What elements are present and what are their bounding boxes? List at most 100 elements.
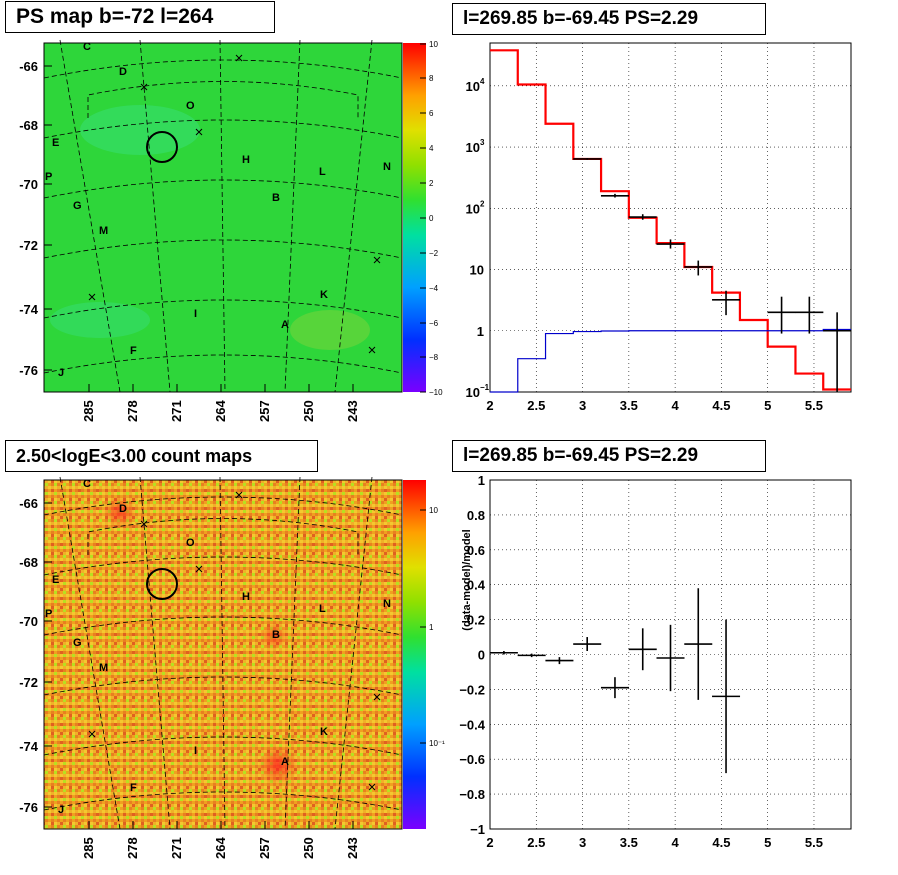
grid-longitude-line	[334, 476, 373, 830]
source-label: I	[194, 308, 197, 320]
model-component-line	[490, 328, 851, 393]
data-point	[795, 296, 824, 334]
x-tick-label: 250	[301, 400, 316, 422]
source-label: B	[272, 192, 280, 204]
x-tick-label: 5.5	[805, 398, 823, 413]
target-circle	[146, 131, 178, 163]
source-label: E	[52, 574, 59, 586]
ps-map-title: PS map b=-72 l=264	[5, 1, 275, 33]
y-tick-label: −0.6	[459, 752, 485, 767]
y-tick-label: 10	[470, 263, 484, 278]
count-hotspot	[260, 622, 288, 650]
source-label: G	[73, 637, 82, 649]
count-map-title: 2.50<logE<3.00 count maps	[5, 440, 318, 472]
ps-map-blob	[290, 310, 370, 350]
y-tick-label: 1	[477, 324, 484, 339]
count-map-source-labels: C D O E H L N P B G M K I A F J	[45, 478, 391, 816]
y-tick-label: -70	[19, 177, 38, 192]
source-label: P	[45, 608, 52, 620]
colorbar-tick-label: 6	[429, 109, 434, 118]
source-label: D	[119, 503, 127, 515]
count-map-heatmap-speckle	[44, 480, 402, 829]
data-point	[628, 214, 657, 220]
y-tick-exponent: −1	[480, 383, 490, 392]
y-tick-label: 0.2	[467, 613, 485, 628]
residual-point	[656, 624, 685, 692]
x-tick-label: 5	[764, 835, 771, 850]
y-tick-label: 0	[478, 648, 485, 663]
count-map-y-ticks: -66 -68 -70 -72 -74 -76	[19, 496, 52, 815]
source-label: J	[58, 367, 64, 379]
y-tick-exponent: 3	[480, 138, 485, 147]
ps-map-coordinate-grid	[43, 39, 403, 393]
source-label: I	[194, 745, 197, 757]
residual-point	[573, 637, 602, 652]
ps-map-source-labels: C D O E H L N P B G M K I A F J	[45, 41, 391, 379]
data-point	[573, 158, 602, 160]
colorbar-tick-label: 10	[429, 506, 438, 515]
y-tick-label: -74	[19, 302, 39, 317]
x-tick-label: 3	[579, 398, 586, 413]
data-point	[656, 239, 685, 249]
source-label: H	[242, 154, 250, 166]
grid-longitude-line	[139, 476, 171, 830]
residual-panel: 2 2.5 3 3.5 4 4.5 5 5.5 1 0.8 0.6 0.4 0.2 0 −0.2 −0.4 −…	[459, 473, 852, 850]
y-tick-exponent: 2	[480, 199, 485, 208]
colorbar-tick-label: 0	[429, 214, 434, 223]
source-label: D	[119, 66, 127, 78]
x-tick-label: 278	[125, 400, 140, 422]
cross-marker	[368, 783, 376, 791]
y-tick-label: -68	[19, 555, 38, 570]
grid-latitude-line	[43, 791, 403, 811]
y-tick-label: -68	[19, 118, 38, 133]
grid-longitude-line	[219, 476, 226, 830]
grid-latitude-line	[43, 616, 403, 636]
count-map-frame	[43, 479, 403, 830]
grid-longitude-line	[139, 39, 171, 393]
colorbar-tick-label: −10	[429, 388, 443, 397]
source-label: M	[99, 225, 108, 237]
colorbar-tick-label: 8	[429, 74, 434, 83]
y-tick-label: -66	[19, 59, 38, 74]
y-tick-exponent: 4	[480, 77, 485, 86]
source-label: K	[320, 726, 328, 738]
data-point	[767, 296, 796, 334]
source-label: F	[130, 345, 137, 357]
x-tick-label: 5	[764, 398, 771, 413]
grid-latitude-line	[43, 179, 403, 199]
cross-marker	[195, 565, 203, 573]
source-label: O	[186, 537, 195, 549]
y-tick-label: −0.2	[459, 682, 485, 697]
x-tick-label: 2	[486, 398, 493, 413]
residual-point	[489, 651, 518, 655]
x-tick-label: 3.5	[620, 835, 638, 850]
y-tick-label: 0.4	[467, 578, 486, 593]
y-tick-label: -72	[19, 675, 38, 690]
ps-colorbar-ticks: 10 8 6 4 2 0 −2 −4 −6 −8 −10	[420, 40, 443, 397]
source-label: A	[281, 756, 289, 768]
colorbar-tick-label: −4	[429, 284, 439, 293]
x-tick-label: 3.5	[620, 398, 638, 413]
x-tick-label: 271	[169, 837, 184, 859]
residual-point	[712, 619, 741, 774]
cross-marker	[88, 293, 96, 301]
source-label: H	[242, 591, 250, 603]
source-label: C	[83, 41, 91, 53]
residual-x-ticks: 2 2.5 3 3.5 4 4.5 5 5.5	[486, 835, 823, 850]
source-label: P	[45, 171, 52, 183]
y-tick-label: −0.8	[459, 787, 485, 802]
x-tick-label: 278	[125, 837, 140, 859]
colorbar-tick-label: 10⁻¹	[429, 739, 445, 748]
source-label: F	[130, 782, 137, 794]
ps-colorbar	[403, 43, 426, 392]
x-tick-label: 2.5	[527, 398, 545, 413]
y-tick-label: -72	[19, 238, 38, 253]
grid-longitude-line	[59, 39, 121, 393]
data-point	[600, 193, 629, 198]
source-label: G	[73, 200, 82, 212]
x-tick-label: 285	[81, 837, 96, 859]
grid-longitude-line	[219, 39, 226, 393]
data-point	[684, 260, 713, 276]
